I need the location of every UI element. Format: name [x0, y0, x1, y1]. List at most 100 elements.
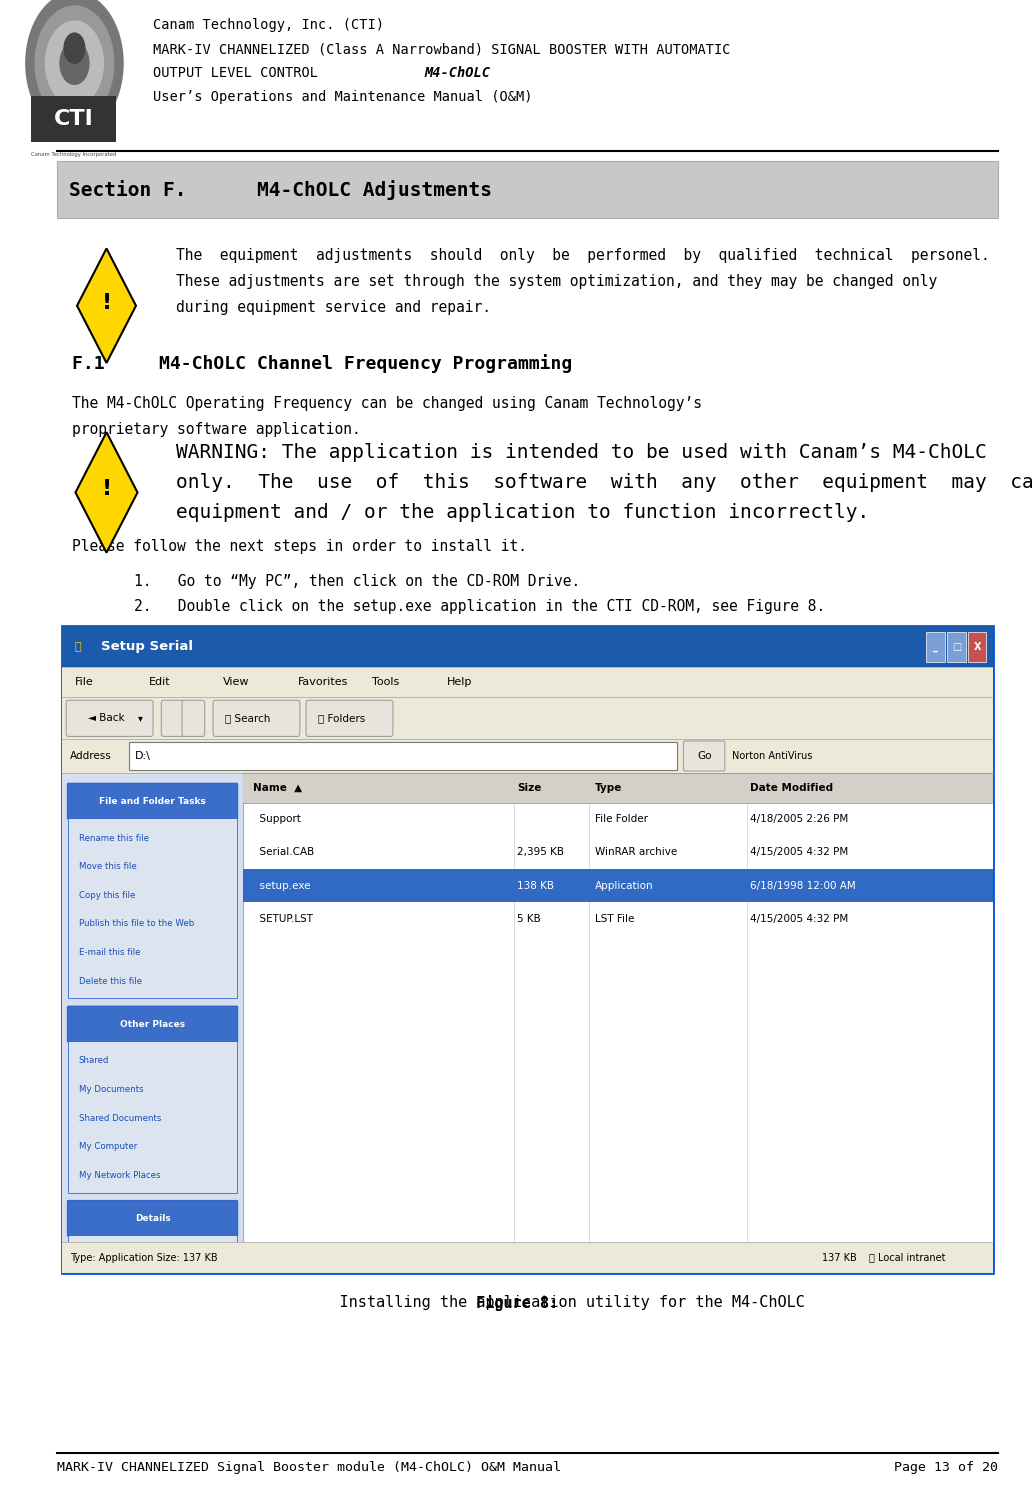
Text: D:\: D:\	[134, 751, 150, 761]
Text: Delete this file: Delete this file	[79, 977, 142, 985]
Text: The M4-ChOLC Operating Frequency can be changed using Canam Technology’s: The M4-ChOLC Operating Frequency can be …	[72, 396, 702, 411]
Text: The  equipment  adjustments  should  only  be  performed  by  qualified  technic: The equipment adjustments should only be…	[176, 248, 990, 264]
Text: Canam Technology Incorporated: Canam Technology Incorporated	[31, 152, 116, 157]
FancyBboxPatch shape	[31, 96, 116, 142]
Text: X: X	[973, 642, 981, 652]
Text: Help: Help	[447, 678, 473, 687]
Text: Support: Support	[253, 815, 301, 824]
Text: MARK-IV CHANNELIZED (Class A Narrowband) SIGNAL BOOSTER WITH AUTOMATIC: MARK-IV CHANNELIZED (Class A Narrowband)…	[153, 42, 731, 56]
Text: Figure 8:: Figure 8:	[476, 1295, 558, 1312]
Text: Rename this file: Rename this file	[79, 834, 149, 842]
Text: 📁: 📁	[74, 642, 81, 652]
Text: Serial.CAB: Serial.CAB	[253, 848, 314, 857]
Text: My Network Places: My Network Places	[79, 1172, 160, 1179]
FancyBboxPatch shape	[243, 773, 993, 1242]
FancyBboxPatch shape	[68, 1041, 237, 1193]
Text: Type: Type	[595, 783, 621, 792]
Circle shape	[45, 21, 103, 105]
Text: setup.exe: setup.exe	[253, 881, 311, 890]
FancyBboxPatch shape	[213, 700, 300, 736]
Text: Publish this file to the Web: Publish this file to the Web	[79, 920, 193, 928]
Text: Installing the application utility for the M4-ChOLC: Installing the application utility for t…	[230, 1295, 804, 1310]
FancyBboxPatch shape	[62, 1242, 993, 1273]
Text: 🌐 Local intranet: 🌐 Local intranet	[869, 1253, 945, 1262]
Circle shape	[35, 6, 114, 120]
Circle shape	[64, 33, 85, 63]
Text: _: _	[934, 642, 938, 652]
Text: Shared Documents: Shared Documents	[79, 1114, 161, 1122]
FancyBboxPatch shape	[62, 697, 993, 739]
Text: ▾: ▾	[138, 714, 143, 723]
Text: Shared: Shared	[79, 1057, 109, 1065]
Text: WARNING: The application is intended to be used with Canam’s M4-ChOLC: WARNING: The application is intended to …	[176, 443, 986, 462]
Text: Address: Address	[70, 751, 112, 761]
Text: WinRAR archive: WinRAR archive	[595, 848, 677, 857]
Text: My Computer: My Computer	[79, 1143, 136, 1151]
Text: 5 KB: 5 KB	[517, 914, 541, 923]
Text: 6/18/1998 12:00 AM: 6/18/1998 12:00 AM	[750, 881, 855, 890]
FancyBboxPatch shape	[926, 633, 945, 663]
Text: File Folder: File Folder	[595, 815, 647, 824]
Text: Section F.      M4-ChOLC Adjustments: Section F. M4-ChOLC Adjustments	[69, 179, 492, 200]
Text: Please follow the next steps in order to install it.: Please follow the next steps in order to…	[72, 539, 527, 554]
Text: Canam Technology, Inc. (CTI): Canam Technology, Inc. (CTI)	[153, 18, 384, 32]
Text: Date Modified: Date Modified	[750, 783, 832, 792]
FancyBboxPatch shape	[968, 633, 986, 663]
Text: M4-ChOLC: M4-ChOLC	[424, 66, 490, 80]
FancyBboxPatch shape	[243, 869, 993, 902]
Text: 137 KB: 137 KB	[822, 1253, 857, 1262]
Text: Favorites: Favorites	[298, 678, 348, 687]
FancyBboxPatch shape	[57, 161, 998, 218]
Text: Name  ▲: Name ▲	[253, 783, 303, 792]
FancyBboxPatch shape	[67, 1200, 238, 1236]
Text: only.  The  use  of  this  software  with  any  other  equipment  may  cause  th: only. The use of this software with any …	[176, 473, 1034, 492]
Text: 4/15/2005 4:32 PM: 4/15/2005 4:32 PM	[750, 848, 848, 857]
Text: These adjustments are set through the system optimization, and they may be chang: These adjustments are set through the sy…	[176, 274, 937, 289]
FancyBboxPatch shape	[161, 700, 184, 736]
Text: CTI: CTI	[54, 108, 93, 130]
Text: Size: Size	[517, 783, 542, 792]
FancyBboxPatch shape	[243, 773, 993, 803]
FancyBboxPatch shape	[683, 741, 725, 771]
FancyBboxPatch shape	[62, 773, 243, 1242]
Text: □: □	[952, 642, 961, 652]
Text: equipment and / or the application to function incorrectly.: equipment and / or the application to fu…	[176, 503, 869, 523]
Text: Move this file: Move this file	[79, 863, 136, 870]
Text: Norton AntiVirus: Norton AntiVirus	[732, 751, 813, 761]
Text: My Documents: My Documents	[79, 1086, 143, 1093]
Text: 2,395 KB: 2,395 KB	[517, 848, 564, 857]
Text: 2.   Double click on the setup.exe application in the CTI CD-ROM, see Figure 8.: 2. Double click on the setup.exe applica…	[134, 599, 826, 614]
Text: Details: Details	[134, 1214, 171, 1223]
Circle shape	[26, 0, 123, 134]
Circle shape	[60, 42, 89, 84]
Text: MARK-IV CHANNELIZED Signal Booster module (M4-ChOLC) O&M Manual: MARK-IV CHANNELIZED Signal Booster modul…	[57, 1461, 560, 1474]
FancyBboxPatch shape	[947, 633, 966, 663]
Text: 1.   Go to “My PC”, then click on the CD-ROM Drive.: 1. Go to “My PC”, then click on the CD-R…	[134, 574, 581, 589]
Text: E-mail this file: E-mail this file	[79, 949, 140, 956]
Text: Tools: Tools	[372, 678, 399, 687]
Text: Type: Application Size: 137 KB: Type: Application Size: 137 KB	[70, 1253, 218, 1262]
Text: !: !	[101, 292, 112, 313]
Text: Application: Application	[595, 881, 653, 890]
FancyBboxPatch shape	[62, 739, 993, 773]
Text: ◄ Back: ◄ Back	[88, 714, 124, 723]
FancyBboxPatch shape	[68, 1235, 237, 1244]
Text: Edit: Edit	[149, 678, 171, 687]
Text: 🔍 Search: 🔍 Search	[225, 714, 271, 723]
Text: Setup Serial: Setup Serial	[101, 640, 193, 654]
FancyBboxPatch shape	[68, 818, 237, 998]
Text: Page 13 of 20: Page 13 of 20	[893, 1461, 998, 1474]
Polygon shape	[78, 248, 136, 363]
FancyBboxPatch shape	[62, 667, 993, 697]
Polygon shape	[75, 432, 138, 553]
Text: View: View	[223, 678, 250, 687]
FancyBboxPatch shape	[129, 742, 677, 770]
FancyBboxPatch shape	[182, 700, 205, 736]
Text: SETUP.LST: SETUP.LST	[253, 914, 313, 923]
Text: 📁 Folders: 📁 Folders	[318, 714, 366, 723]
FancyBboxPatch shape	[306, 700, 393, 736]
FancyBboxPatch shape	[66, 700, 153, 736]
Text: LST File: LST File	[595, 914, 634, 923]
FancyBboxPatch shape	[67, 783, 238, 819]
FancyBboxPatch shape	[67, 1006, 238, 1042]
